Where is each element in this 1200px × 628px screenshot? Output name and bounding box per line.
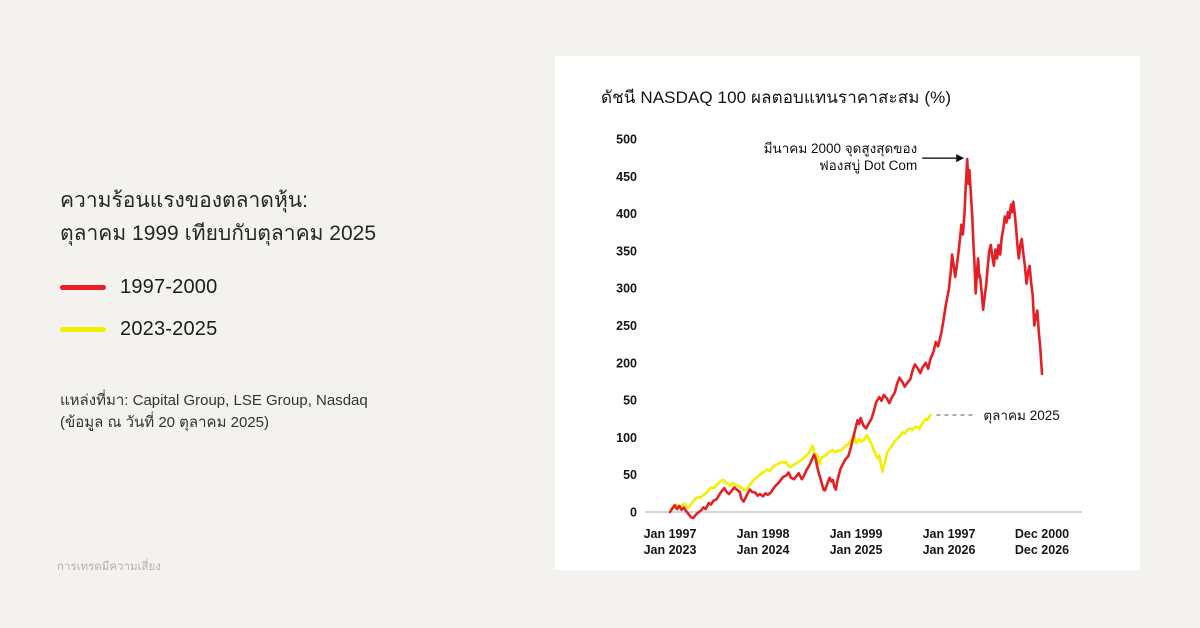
x-tick-label-top: Jan 1998 (737, 527, 790, 541)
peak-annotation-line1: มีนาคม 2000 จุดสูงสุดของ (764, 141, 918, 157)
page-title: ความร้อนแรงของตลาดหุ้น: ตุลาคม 1999 เทีย… (60, 184, 376, 250)
x-tick-label-bottom: Jan 2025 (830, 543, 883, 557)
legend-item-1997-2000: 1997-2000 (60, 272, 217, 302)
x-tick-label-top: Jan 1999 (830, 527, 883, 541)
x-tick-label-bottom: Dec 2026 (1015, 543, 1069, 557)
y-tick-label: 450 (616, 170, 637, 184)
y-tick-label: 250 (616, 319, 637, 333)
y-tick-label: 100 (616, 431, 637, 445)
source-note-line1: แหล่งที่มา: Capital Group, LSE Group, Na… (60, 392, 368, 409)
legend-item-2023-2025: 2023-2025 (60, 314, 217, 344)
peak-arrow-head (956, 154, 965, 163)
source-note-line2: (ข้อมูล ณ วันที่ 20 ตุลาคม 2025) (60, 414, 269, 431)
y-tick-label: 350 (616, 244, 637, 258)
x-tick-label-bottom: Jan 2024 (737, 543, 790, 557)
y-tick-label: 50 (623, 468, 637, 482)
x-tick-label-bottom: Jan 2023 (644, 543, 697, 557)
series-line-1997-2000 (668, 157, 1044, 520)
page-title-line1: ความร้อนแรงของตลาดหุ้น: (60, 189, 308, 212)
y-tick-label: 200 (616, 356, 637, 370)
y-tick-label: 0 (630, 506, 637, 520)
risk-disclaimer: การเทรดมีความเสี่ยง (57, 561, 161, 573)
chart-panel: ดัชนี NASDAQ 100 ผลตอบแทนราคาสะสม (%) 50… (555, 56, 1140, 570)
series-line-2023-2025 (668, 413, 932, 514)
y-tick-label: 500 (616, 133, 637, 147)
x-tick-label-bottom: Jan 2026 (923, 543, 976, 557)
x-tick-label-top: Dec 2000 (1015, 527, 1069, 541)
y-tick-label: 50 (623, 394, 637, 408)
chart-title: ดัชนี NASDAQ 100 ผลตอบแทนราคาสะสม (%) (601, 88, 952, 107)
legend-label-2023-2025: 2023-2025 (120, 317, 218, 340)
y-tick-label: 400 (616, 207, 637, 221)
x-tick-label-top: Jan 1997 (644, 527, 697, 541)
legend-label-1997-2000: 1997-2000 (120, 275, 218, 298)
latest-annotation-label: ตุลาคม 2025 (983, 408, 1059, 424)
legend-swatch-red (60, 284, 106, 290)
source-note: แหล่งที่มา: Capital Group, LSE Group, Na… (60, 390, 368, 434)
y-tick-label: 300 (616, 282, 637, 296)
legend-swatch-yellow (60, 326, 106, 332)
page-title-line2: ตุลาคม 1999 เทียบกับตุลาคม 2025 (60, 222, 377, 245)
legend: 1997-2000 2023-2025 (60, 272, 217, 356)
x-tick-label-top: Jan 1997 (923, 527, 976, 541)
peak-annotation-line2: ฟองสบู่ Dot Com (819, 158, 917, 174)
